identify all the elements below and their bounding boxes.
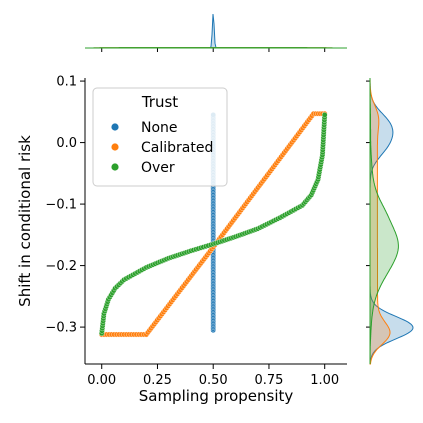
main-axes: 0.00 0.25 0.50 0.75 1.00 0.1 0.0 −0.1 −0.2 −0.3: [45, 75, 347, 388]
x-axis-label: Sampling propensity: [139, 387, 294, 405]
y-tick-label: 0.0: [56, 136, 77, 151]
legend-label-none: None: [141, 120, 178, 136]
x-tick-label: 0.50: [199, 373, 228, 388]
y-tick-label: 0.1: [56, 75, 77, 90]
legend: Trust None Calibrated Over: [92, 87, 228, 187]
right-marginal-plot: [366, 78, 414, 365]
legend-marker-over: [111, 163, 119, 171]
y-tick-label: −0.2: [45, 259, 77, 274]
right-kde-calibrated: [369, 78, 391, 365]
x-tick-label: 0.75: [254, 373, 283, 388]
x-tick-label: 1.00: [310, 373, 339, 388]
legend-box: [92, 87, 228, 187]
y-axis-label: Shift in conditional risk: [16, 135, 34, 307]
y-tick-label: −0.1: [45, 198, 77, 213]
legend-label-over: Over: [141, 160, 175, 176]
right-kde-over: [369, 78, 399, 364]
legend-label-calibrated: Calibrated: [141, 140, 213, 156]
x-tick-label: 0.00: [87, 373, 116, 388]
x-tick-label: 0.25: [143, 373, 172, 388]
legend-marker-calibrated: [111, 143, 119, 151]
legend-title: Trust: [141, 93, 178, 111]
top-marginal-plot: [85, 13, 347, 52]
legend-marker-none: [111, 123, 119, 131]
y-tick-label: −0.3: [45, 321, 77, 336]
data-point-over: [321, 112, 328, 118]
top-kde-none: [85, 13, 347, 49]
